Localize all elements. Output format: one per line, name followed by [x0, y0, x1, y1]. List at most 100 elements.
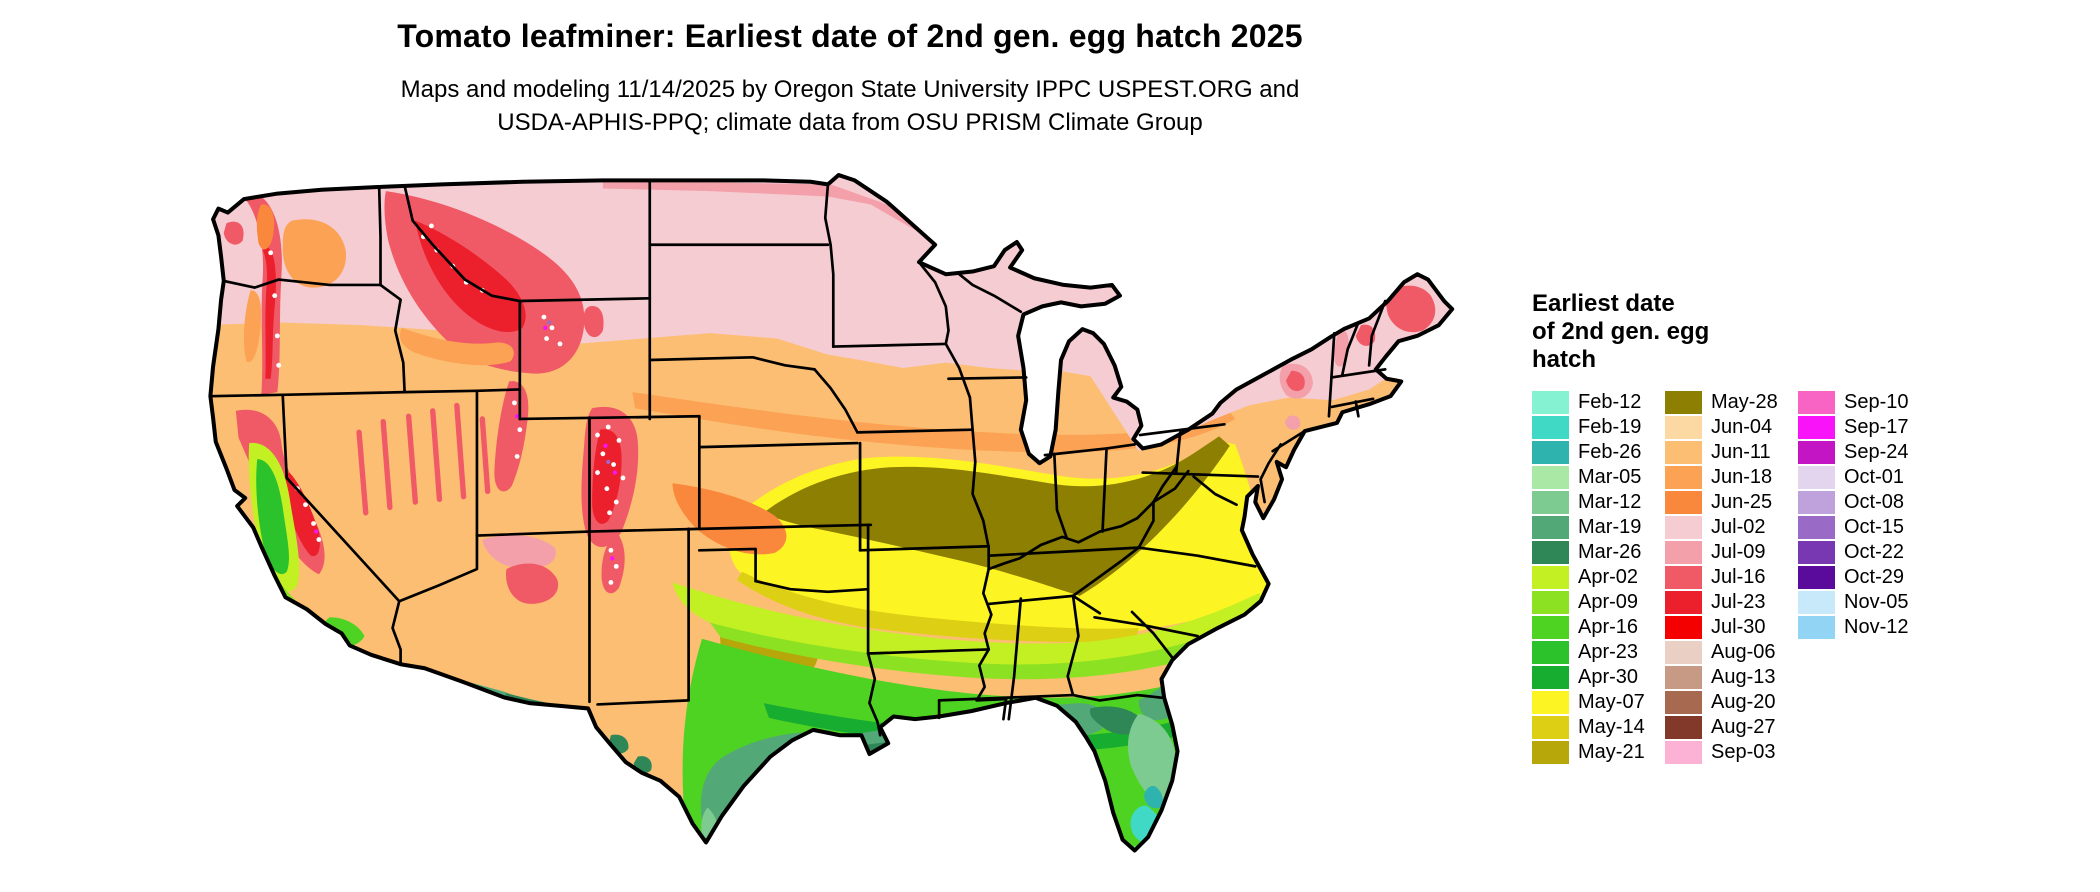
legend-swatch [1798, 466, 1835, 489]
legend-label: Sep-17 [1844, 416, 1909, 438]
border-mn-ia [831, 342, 948, 348]
border-sd-ne [648, 355, 816, 371]
legend-entry: Apr-30 [1532, 665, 1665, 690]
legend-entry: Jul-30 [1665, 615, 1798, 640]
region-sangre-de-cristo [601, 531, 625, 594]
legend-label: Nov-12 [1844, 616, 1909, 638]
border-id-mt [403, 184, 522, 303]
legend-swatch [1532, 491, 1569, 514]
legend-entry: Mar-12 [1532, 490, 1665, 515]
region-north-arizona-pink [482, 535, 556, 570]
legend-swatch [1665, 691, 1702, 714]
region-high-plains [672, 483, 787, 555]
legend-swatch [1798, 516, 1835, 539]
legend-swatch [1798, 566, 1835, 589]
peak-speckles-white [268, 223, 626, 585]
legend-entry: Feb-19 [1532, 415, 1665, 440]
legend-label: May-28 [1711, 391, 1778, 413]
border-nj-pa-delaware [1259, 443, 1283, 504]
legend-entry: Apr-23 [1532, 640, 1665, 665]
legend-swatch [1532, 391, 1569, 414]
region-olympics [223, 221, 244, 245]
legend-label: Mar-05 [1578, 466, 1642, 488]
legend-entry: Oct-29 [1798, 565, 1931, 590]
legend-swatch [1665, 666, 1702, 689]
legend-label: Feb-26 [1578, 441, 1642, 463]
legend-swatch [1665, 591, 1702, 614]
legend-label: Feb-12 [1578, 391, 1642, 413]
legend-entry: Sep-10 [1798, 390, 1931, 415]
legend-entry: Jun-04 [1665, 415, 1798, 440]
legend-entry: Mar-26 [1532, 540, 1665, 565]
legend-label: Sep-24 [1844, 441, 1909, 463]
legend-label: Jul-23 [1711, 591, 1766, 613]
border-mn-wi [917, 260, 950, 346]
border-wa-id [377, 185, 382, 287]
legend-swatch [1665, 741, 1702, 764]
legend-entry: Oct-08 [1798, 490, 1931, 515]
legend-label: Jun-25 [1711, 491, 1773, 513]
region-snake-river-plain [399, 327, 514, 366]
legend-entry: May-28 [1665, 390, 1798, 415]
region-okeechobee [1144, 785, 1163, 809]
border-ga-sc [1130, 610, 1174, 659]
border-ok-tx-red-river [754, 579, 870, 594]
legend-swatch [1532, 616, 1569, 639]
legend-entry: Jun-18 [1665, 465, 1798, 490]
border-ky-va [1137, 500, 1155, 549]
us-country-outline [208, 173, 1455, 853]
region-puget-lowland [256, 204, 275, 250]
legend-label: Jun-04 [1711, 416, 1773, 438]
legend-swatch [1665, 466, 1702, 489]
region-columbia-basin [282, 219, 347, 288]
legend-swatch [1665, 416, 1702, 439]
region-yellow-dark-band [736, 571, 1139, 642]
region-olive-band [763, 436, 1230, 596]
legend-label: Apr-02 [1578, 566, 1639, 588]
legend-column: Feb-12 Feb-19 Feb-26 Mar-05 Mar-12 Mar-19 Mar-… [1532, 390, 1665, 765]
legend-label: Jun-11 [1711, 441, 1771, 463]
border-or-id [379, 283, 406, 394]
border-mn-west [823, 183, 835, 348]
legend-label: Jul-09 [1711, 541, 1766, 563]
legend-swatch [1665, 641, 1702, 664]
legend-swatch [1532, 466, 1569, 489]
us-map-svg [208, 173, 1455, 853]
region-mogollon [506, 563, 559, 604]
legend-label: Jul-16 [1711, 566, 1766, 588]
legend-label: May-14 [1578, 716, 1645, 738]
legend-label: Aug-13 [1711, 666, 1776, 688]
legend-entry: Sep-24 [1798, 440, 1931, 465]
border-il-in [1052, 452, 1068, 539]
border-41st-parallel [518, 414, 701, 421]
region-catskills [1284, 415, 1301, 430]
legend-entry: Oct-01 [1798, 465, 1931, 490]
legend-entry: Mar-19 [1532, 515, 1665, 540]
border-wi-mi-up [957, 272, 1023, 314]
legend-swatch [1532, 591, 1569, 614]
region-bighorn [583, 305, 604, 338]
border-md-va-potomac [1192, 475, 1238, 507]
legend-label: Jul-02 [1711, 516, 1766, 538]
border-wi-il [947, 376, 1028, 381]
border-ar-la [866, 648, 991, 655]
border-mississippi-upper [944, 342, 991, 571]
border-ne-ks [697, 441, 859, 449]
legend-swatch [1665, 616, 1702, 639]
legend-label: Feb-19 [1578, 416, 1642, 438]
legend-title-line: Earliest date [1532, 290, 1675, 317]
border-ny-nj [1271, 429, 1307, 453]
basin-stripe [430, 408, 443, 503]
region-bitterroot-crest [415, 220, 526, 333]
legend-entry: Jun-25 [1665, 490, 1798, 515]
legend-swatch [1532, 641, 1569, 664]
legend-swatch [1665, 491, 1702, 514]
border-ma-ct-ri [1330, 397, 1375, 409]
region-yellowstone [530, 305, 573, 358]
legend-label: Nov-05 [1844, 591, 1909, 613]
legend-label: Mar-19 [1578, 516, 1642, 538]
peak-speckles-purple [547, 320, 611, 464]
border-ny-new-england [1327, 331, 1336, 418]
legend-swatch [1532, 416, 1569, 439]
